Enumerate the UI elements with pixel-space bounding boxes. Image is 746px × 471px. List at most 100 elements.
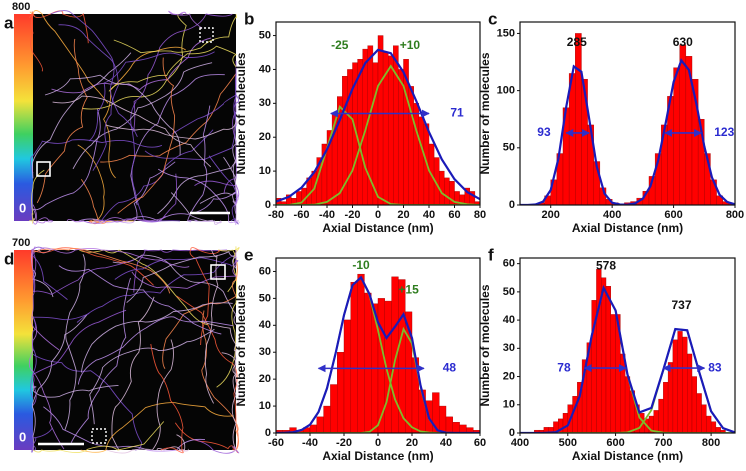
x-tick-label: 0	[375, 209, 381, 221]
y-tick-label: 30	[259, 346, 271, 358]
histogram-bar	[413, 103, 420, 205]
histogram-bar	[682, 336, 688, 433]
y-tick-label: 0	[509, 199, 515, 211]
filament	[32, 309, 127, 406]
x-axis-title: Axial Distance (nm)	[322, 221, 433, 235]
plot-area	[276, 273, 480, 433]
y-tick-label: 30	[503, 342, 515, 354]
filament	[72, 62, 213, 170]
histogram-bar	[562, 413, 568, 433]
colorbar	[14, 14, 33, 221]
histogram-bar	[316, 416, 324, 433]
histogram-bar	[673, 67, 680, 205]
filament	[204, 249, 219, 404]
plot-content	[520, 33, 735, 205]
x-tick-label: -20	[345, 209, 361, 221]
histogram-bar	[610, 314, 616, 433]
histogram-bar	[418, 116, 425, 205]
filament	[112, 254, 237, 326]
y-tick-label: 150	[497, 27, 515, 39]
filament	[58, 265, 222, 335]
histogram-bar	[691, 376, 697, 433]
x-tick-label: -20	[336, 437, 352, 449]
filament	[194, 180, 240, 204]
x-tick-label: -60	[294, 209, 310, 221]
x-tick-label: 40	[440, 437, 452, 449]
y-tick-label: 50	[503, 286, 515, 298]
filament	[113, 13, 238, 54]
histogram-bar	[620, 353, 626, 433]
y-tick-label: 10	[503, 399, 515, 411]
plot-area	[520, 269, 735, 433]
annotation: +10	[400, 38, 421, 52]
histogram-bar	[667, 362, 674, 433]
y-tick-label: 10	[259, 165, 271, 177]
filament	[64, 254, 86, 430]
annotation: 630	[673, 35, 693, 49]
annotation: -25	[331, 38, 349, 52]
colorbar-max: 700	[12, 237, 30, 249]
filament	[223, 156, 240, 223]
x-tick-label: 40	[423, 209, 435, 221]
histogram-bar	[452, 422, 460, 433]
plot-area	[520, 33, 735, 205]
histogram-bar	[372, 62, 379, 205]
filament	[189, 247, 221, 346]
y-tick-label: 100	[497, 85, 515, 97]
filament	[29, 11, 43, 72]
filament	[78, 161, 176, 224]
filaments	[29, 10, 240, 226]
panel-letter: d	[4, 249, 14, 268]
histogram-bar	[720, 429, 726, 433]
filament	[29, 139, 163, 174]
filament	[52, 95, 212, 168]
histogram-bar	[309, 424, 318, 433]
filament	[150, 343, 184, 454]
filament	[162, 261, 238, 370]
filament	[28, 316, 65, 450]
colorbar-min: 0	[19, 429, 26, 444]
annotation: 123	[714, 125, 734, 139]
x-tick-label: -60	[268, 437, 284, 449]
axes-frame	[519, 257, 736, 434]
filament	[144, 73, 237, 161]
filament	[94, 173, 178, 223]
x-tick-label: -80	[268, 209, 284, 221]
panel-letter: c	[488, 9, 497, 28]
histogram-bar	[445, 416, 454, 433]
y-tick-label: 60	[503, 258, 515, 270]
filament	[31, 246, 60, 351]
filament	[168, 10, 203, 29]
filament	[131, 249, 238, 289]
annotation: 285	[567, 35, 587, 49]
colorbar-min: 0	[19, 200, 26, 215]
filament	[88, 51, 215, 142]
filament	[200, 320, 240, 405]
filament	[32, 52, 132, 179]
x-tick-label: 20	[406, 437, 418, 449]
y-tick-label: 30	[259, 97, 271, 109]
y-tick-label: 50	[259, 29, 271, 41]
filament	[36, 38, 88, 204]
fit-curve	[276, 48, 480, 203]
panel-letter: e	[244, 245, 253, 264]
x-axis-title: Axial Distance (nm)	[322, 449, 433, 463]
histogram-bar	[710, 421, 717, 433]
filament	[32, 383, 119, 398]
histogram-bar	[330, 384, 338, 433]
y-axis-title: Number of molecules	[234, 284, 248, 406]
histogram-bar	[377, 298, 386, 433]
filament	[30, 313, 90, 399]
filament	[100, 73, 237, 163]
histogram-bar	[601, 277, 607, 433]
filament	[32, 248, 171, 294]
filament	[32, 252, 135, 295]
x-tick-label: 600	[664, 209, 682, 221]
filament	[108, 45, 237, 92]
plot-content	[520, 269, 735, 433]
filament	[76, 254, 237, 323]
x-tick-label: 0	[375, 437, 381, 449]
histogram-bar	[398, 69, 404, 205]
histogram-bar	[439, 405, 447, 433]
